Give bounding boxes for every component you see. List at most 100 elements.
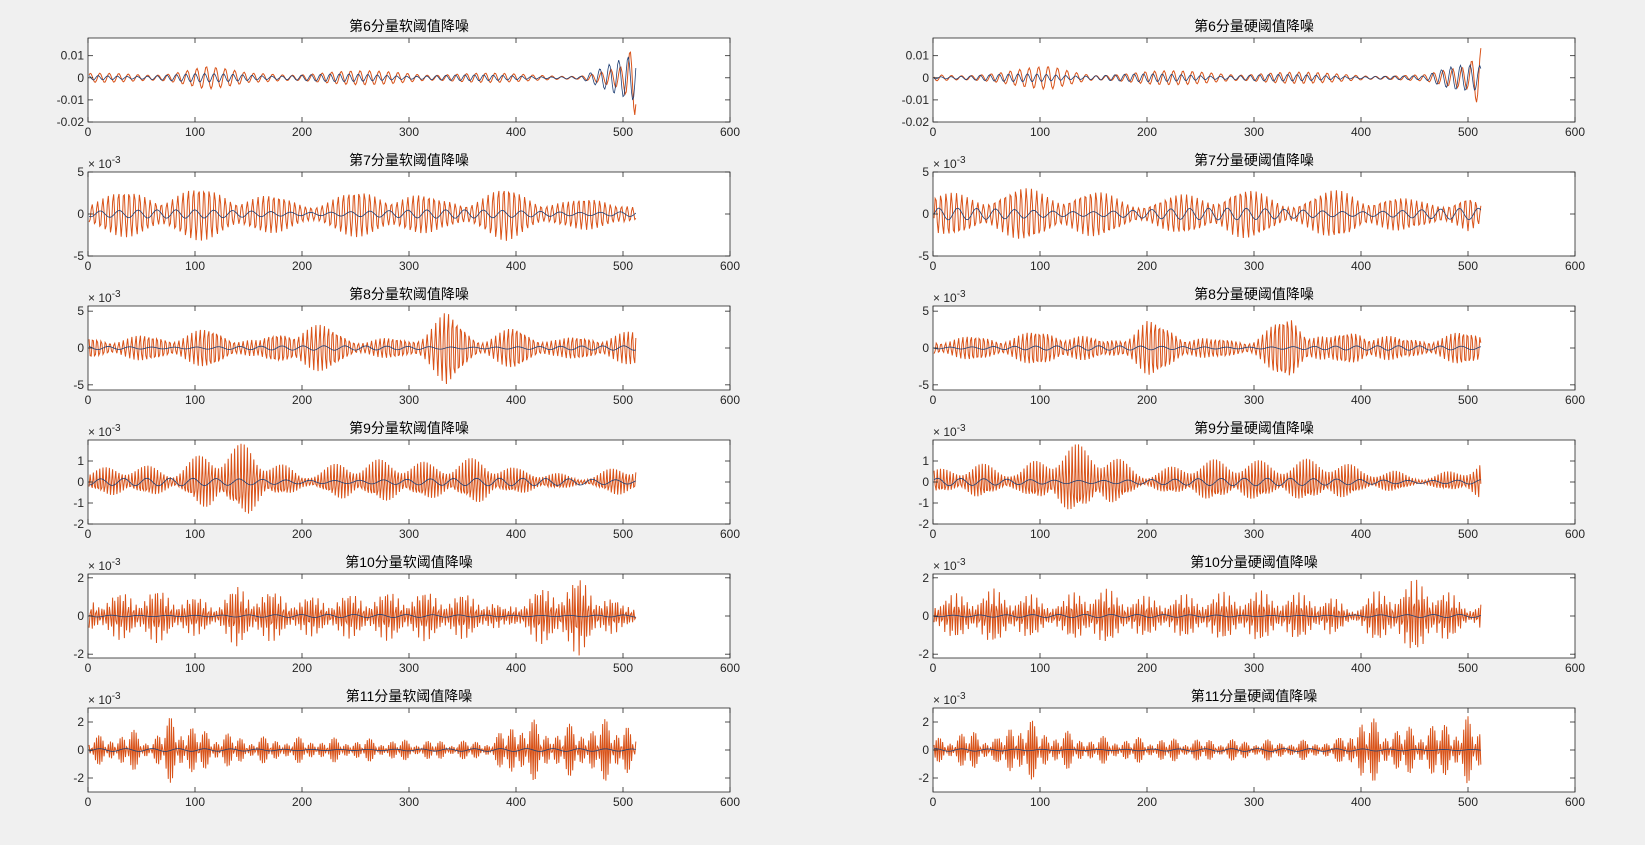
y-tick-label: 0 <box>922 341 929 355</box>
x-tick-label: 400 <box>1351 795 1371 809</box>
y-tick-label: 0.01 <box>61 49 85 63</box>
series-group <box>88 313 637 385</box>
y-exponent-label: × 10-3 <box>933 557 966 573</box>
series-group <box>88 190 637 241</box>
x-tick-label: 400 <box>1351 259 1371 273</box>
x-tick-label: 600 <box>720 259 740 273</box>
y-exponent-label: × 10-3 <box>88 691 121 707</box>
chart-title: 第7分量硬阈值降噪 <box>1194 152 1314 168</box>
subplot: 0 100 200 300 400 500 600-202× 10-3 第11分量硬阈值降噪 <box>918 688 1585 809</box>
x-tick-label: 500 <box>613 795 633 809</box>
x-tick-label: 0 <box>930 795 937 809</box>
noisy-signal-line <box>88 51 637 115</box>
x-tick-label: 400 <box>506 125 526 139</box>
x-tick-label: 300 <box>399 661 419 675</box>
y-exponent-label: × 10-3 <box>88 423 121 439</box>
x-tick-label: 100 <box>185 259 205 273</box>
x-tick-label: 100 <box>1030 125 1050 139</box>
noisy-signal-line <box>88 443 637 514</box>
x-tick-label: 500 <box>613 661 633 675</box>
series-group <box>933 579 1482 649</box>
y-tick-label: 1 <box>922 454 929 468</box>
x-tick-label: 500 <box>1458 661 1478 675</box>
x-tick-label: 300 <box>399 393 419 407</box>
denoised-signal-line <box>88 345 636 351</box>
series-group <box>88 51 637 115</box>
x-tick-label: 100 <box>185 795 205 809</box>
x-tick-label: 200 <box>292 393 312 407</box>
subplot: 0 100 200 300 400 500 600-505× 10-3 第7分量硬阈值降噪 <box>918 152 1585 273</box>
y-tick-label: -5 <box>918 249 929 263</box>
x-tick-label: 600 <box>720 527 740 541</box>
subplot: 0 100 200 300 400 500 600-505× 10-3 第7分量软阈值降噪 <box>73 152 740 273</box>
y-tick-label: -2 <box>73 647 84 661</box>
noisy-signal-line <box>933 320 1482 376</box>
x-tick-label: 400 <box>506 795 526 809</box>
plot-area <box>933 172 1575 256</box>
chart-title: 第8分量硬阈值降噪 <box>1194 286 1314 302</box>
y-tick-label: 0 <box>77 207 84 221</box>
denoised-signal-line <box>88 56 637 101</box>
x-tick-label: 300 <box>1244 259 1264 273</box>
y-exponent-label: × 10-3 <box>933 691 966 707</box>
x-tick-label: 100 <box>185 527 205 541</box>
subplot: 0 100 200 300 400 500 600 -2 -1 0 1 × 10-3 第9分量硬阈值降噪 <box>918 420 1585 541</box>
noisy-signal-line <box>88 313 637 385</box>
noisy-signal-line <box>88 718 637 783</box>
x-tick-label: 0 <box>85 393 92 407</box>
x-tick-label: 100 <box>1030 795 1050 809</box>
y-tick-label: -5 <box>918 378 929 392</box>
y-tick-label: 0 <box>922 207 929 221</box>
series-group <box>933 188 1482 239</box>
series-group <box>933 320 1482 376</box>
y-tick-label: 0 <box>922 475 929 489</box>
noisy-signal-line <box>933 188 1482 239</box>
x-tick-label: 200 <box>292 527 312 541</box>
x-tick-label: 500 <box>1458 259 1478 273</box>
x-tick-label: 600 <box>720 125 740 139</box>
subplot: 0 100 200 300 400 500 600 -2 -1 0 1 × 10-3 第9分量软阈值降噪 <box>73 420 740 541</box>
x-tick-label: 600 <box>1565 527 1585 541</box>
x-tick-label: 400 <box>506 259 526 273</box>
x-tick-label: 300 <box>1244 795 1264 809</box>
x-tick-label: 600 <box>1565 795 1585 809</box>
y-tick-label: 1 <box>77 454 84 468</box>
x-tick-label: 200 <box>1137 393 1157 407</box>
subplot: 0 100 200 300 400 500 600-505× 10-3 第8分量硬阈值降噪 <box>918 286 1585 407</box>
y-tick-label: -1 <box>73 496 84 510</box>
x-tick-label: 300 <box>1244 661 1264 675</box>
chart-title: 第9分量硬阈值降噪 <box>1194 420 1314 436</box>
y-exponent-label: × 10-3 <box>88 289 121 305</box>
x-tick-label: 500 <box>613 527 633 541</box>
x-tick-label: 300 <box>1244 125 1264 139</box>
y-exponent-label: × 10-3 <box>88 155 121 171</box>
x-tick-label: 400 <box>506 527 526 541</box>
y-tick-label: 0 <box>77 475 84 489</box>
x-tick-label: 100 <box>1030 393 1050 407</box>
chart-title: 第6分量硬阈值降噪 <box>1194 18 1314 34</box>
chart-title: 第8分量软阈值降噪 <box>349 286 469 302</box>
x-tick-label: 600 <box>720 393 740 407</box>
y-tick-label: 0.01 <box>906 49 930 63</box>
series-group <box>88 718 637 783</box>
y-tick-label: 5 <box>77 165 84 179</box>
x-tick-label: 0 <box>85 795 92 809</box>
x-tick-label: 200 <box>292 795 312 809</box>
x-tick-label: 500 <box>613 393 633 407</box>
x-tick-label: 400 <box>1351 393 1371 407</box>
x-tick-label: 500 <box>1458 527 1478 541</box>
noisy-signal-line <box>88 190 637 241</box>
y-tick-label: 0 <box>77 743 84 757</box>
y-tick-label: -0.02 <box>902 115 930 129</box>
denoised-signal-line <box>933 477 1481 487</box>
series-group <box>933 444 1482 510</box>
x-tick-label: 200 <box>1137 259 1157 273</box>
x-tick-label: 0 <box>85 125 92 139</box>
x-tick-label: 200 <box>292 661 312 675</box>
y-tick-label: 0 <box>922 71 929 85</box>
x-tick-label: 0 <box>930 259 937 273</box>
y-tick-label: 0 <box>922 743 929 757</box>
chart-title: 第11分量软阈值降噪 <box>346 688 473 704</box>
x-tick-label: 600 <box>720 661 740 675</box>
